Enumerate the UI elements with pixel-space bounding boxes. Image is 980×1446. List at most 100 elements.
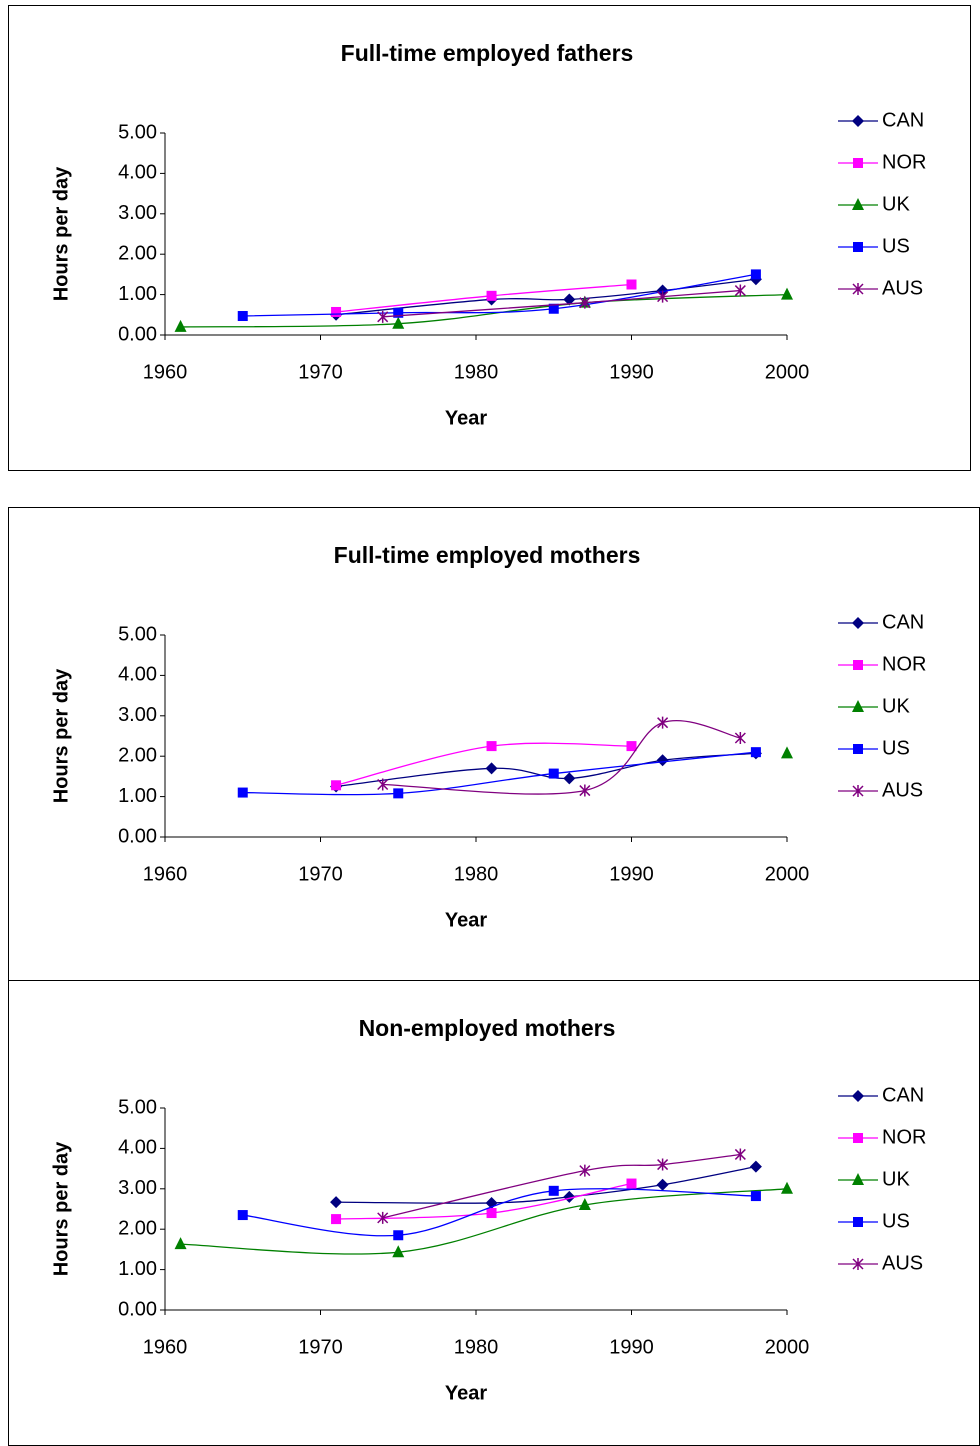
marker xyxy=(734,284,746,297)
legend-marker xyxy=(853,158,863,168)
series-line xyxy=(382,720,741,795)
legend-label: UK xyxy=(882,695,910,717)
marker xyxy=(331,306,342,317)
y-tick-label: 0.00 xyxy=(118,1298,157,1320)
y-tick-label: 5.00 xyxy=(118,623,157,645)
series-line xyxy=(242,751,756,796)
legend-marker xyxy=(852,283,864,295)
marker xyxy=(237,311,248,322)
legend-marker xyxy=(853,660,863,670)
legend-marker xyxy=(853,242,863,252)
marker xyxy=(377,1211,389,1224)
marker xyxy=(750,747,761,758)
series-line xyxy=(382,1153,741,1219)
marker xyxy=(656,754,669,767)
legend-label: US xyxy=(882,737,910,759)
marker xyxy=(749,1160,762,1173)
x-tick-label: 1960 xyxy=(143,361,188,383)
chart: Full-time employed fathers Hours per day Y… xyxy=(8,5,971,471)
y-tick-label: 1.00 xyxy=(118,1258,157,1280)
y-tick-label: 4.00 xyxy=(118,162,157,184)
marker xyxy=(237,1210,248,1221)
x-axis-title: Year xyxy=(445,407,487,429)
legend-label: CAN xyxy=(882,611,924,633)
x-tick-label: 1990 xyxy=(609,1336,654,1358)
marker xyxy=(750,269,761,280)
series-line xyxy=(242,1188,756,1237)
marker xyxy=(563,1190,576,1203)
x-axis-title: Year xyxy=(445,909,487,931)
legend-marker xyxy=(852,1173,864,1185)
x-tick-label: 2000 xyxy=(765,361,810,383)
legend-label: US xyxy=(882,1210,910,1232)
legend-label: CAN xyxy=(882,1084,924,1106)
legend-label: AUS xyxy=(882,277,923,299)
x-tick-label: 1990 xyxy=(609,361,654,383)
marker xyxy=(563,772,576,785)
marker xyxy=(626,279,637,290)
marker xyxy=(750,1191,761,1202)
marker xyxy=(486,290,497,301)
marker xyxy=(331,1214,342,1225)
legend-label: UK xyxy=(882,1168,910,1190)
y-tick-label: 2.00 xyxy=(118,242,157,264)
marker xyxy=(548,1185,559,1196)
y-tick-label: 3.00 xyxy=(118,202,157,224)
legend-marker xyxy=(852,785,864,797)
legend-marker xyxy=(852,1258,864,1270)
chart-title: Full-time employed mothers xyxy=(334,542,641,568)
y-axis-title: Hours per day xyxy=(50,668,72,803)
marker xyxy=(174,319,187,332)
legend-marker xyxy=(853,744,863,754)
x-axis-title: Year xyxy=(445,1382,487,1404)
y-tick-label: 4.00 xyxy=(118,1137,157,1159)
marker xyxy=(657,1158,669,1171)
y-tick-label: 4.00 xyxy=(118,664,157,686)
y-tick-label: 1.00 xyxy=(118,283,157,305)
legend-marker xyxy=(852,700,864,712)
x-tick-label: 1970 xyxy=(298,1336,343,1358)
marker xyxy=(330,1196,343,1209)
y-tick-label: 3.00 xyxy=(118,704,157,726)
marker xyxy=(377,778,389,791)
marker xyxy=(237,787,248,798)
legend-label: UK xyxy=(882,193,910,215)
legend-label: US xyxy=(882,235,910,257)
legend-label: NOR xyxy=(882,1126,926,1148)
y-tick-label: 2.00 xyxy=(118,744,157,766)
y-axis-title: Hours per day xyxy=(50,166,72,301)
legend-label: AUS xyxy=(882,779,923,801)
marker xyxy=(486,741,497,752)
legend-marker xyxy=(853,1133,863,1143)
marker xyxy=(548,768,559,779)
chart-frame xyxy=(8,5,971,471)
x-tick-label: 1980 xyxy=(454,863,499,885)
marker xyxy=(563,293,576,306)
x-tick-label: 1960 xyxy=(143,863,188,885)
legend-marker xyxy=(852,1090,864,1102)
x-tick-label: 2000 xyxy=(765,863,810,885)
marker xyxy=(657,290,669,303)
chart: Full-time employed mothers Hours per day Y… xyxy=(8,507,980,981)
legend-label: AUS xyxy=(882,1252,923,1274)
x-tick-label: 1980 xyxy=(454,361,499,383)
marker xyxy=(656,1178,669,1191)
x-tick-label: 2000 xyxy=(765,1336,810,1358)
legend-marker xyxy=(852,617,864,629)
marker xyxy=(579,1164,591,1177)
marker xyxy=(393,788,404,799)
x-tick-label: 1960 xyxy=(143,1336,188,1358)
chart-title: Non-employed mothers xyxy=(359,1015,616,1041)
marker xyxy=(579,296,591,309)
x-tick-label: 1970 xyxy=(298,863,343,885)
marker xyxy=(485,762,498,775)
marker xyxy=(377,310,389,323)
y-tick-label: 1.00 xyxy=(118,785,157,807)
y-axis-title: Hours per day xyxy=(50,1141,72,1276)
legend-label: NOR xyxy=(882,653,926,675)
y-tick-label: 0.00 xyxy=(118,825,157,847)
legend-label: NOR xyxy=(882,151,926,173)
legend-label: CAN xyxy=(882,109,924,131)
